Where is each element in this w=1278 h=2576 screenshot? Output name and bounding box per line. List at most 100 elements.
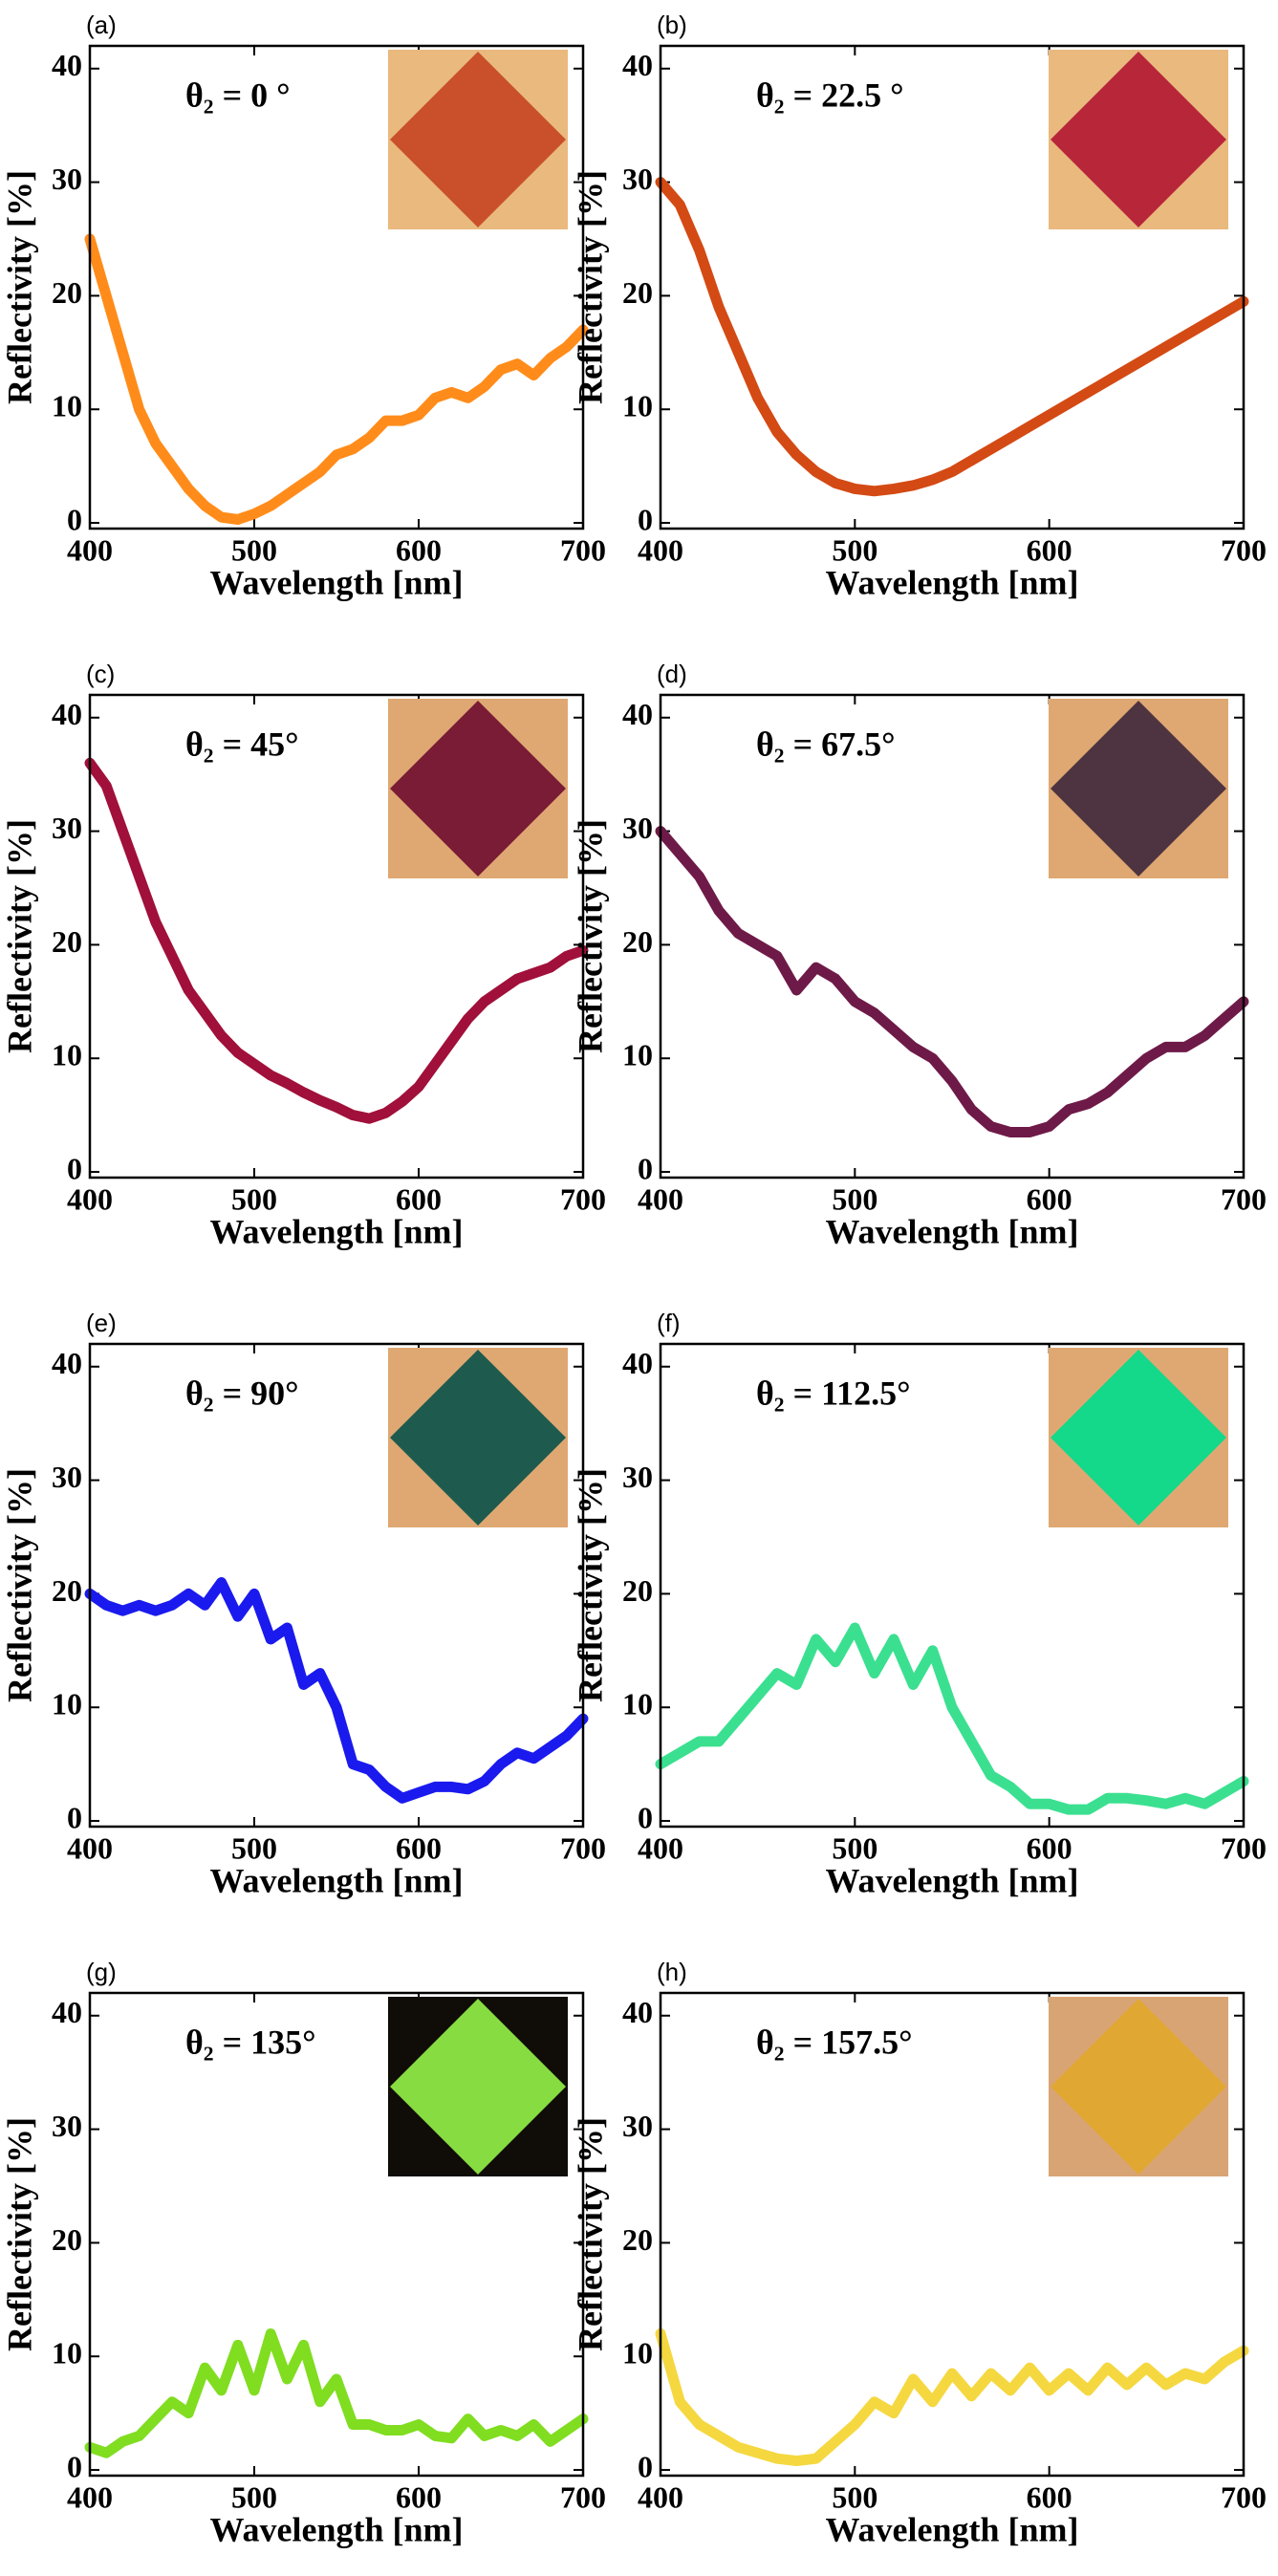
annotation: θ₂ = 45°: [185, 725, 299, 763]
y-tick-label: 40: [622, 1995, 653, 2029]
inset-diamond: [1051, 1999, 1226, 2175]
x-tick-label: 500: [231, 2479, 277, 2514]
inset-diamond: [390, 701, 566, 877]
y-tick-label: 10: [52, 1038, 82, 1072]
x-tick-label: 700: [1221, 2479, 1267, 2514]
plot-frame: [659, 693, 1246, 1180]
x-tick-label: 400: [67, 532, 113, 567]
x-axis-label: Wavelength [nm]: [210, 1212, 464, 1250]
plot-frame: [88, 1342, 585, 1829]
plot-frame: [88, 693, 585, 1180]
x-tick-label: 600: [1027, 1830, 1072, 1865]
data-line: [84, 1577, 589, 1804]
x-tick-label: 400: [67, 1181, 113, 1216]
y-tick-label: 30: [622, 2109, 653, 2143]
plot-frame: [659, 1342, 1246, 1829]
y-axis-label: Reflectivity [%]: [571, 170, 609, 404]
y-tick-label: 30: [52, 811, 82, 845]
y-tick-label: 20: [52, 2222, 82, 2257]
y-tick-label: 40: [52, 1995, 82, 2029]
annotation: θ₂ = 0 °: [185, 76, 291, 114]
annotation: θ₂ = 90°: [185, 1374, 299, 1412]
x-tick-label: 400: [638, 1181, 683, 1216]
y-tick-label: 0: [638, 1800, 653, 1834]
y-tick-label: 10: [622, 1687, 653, 1721]
x-tick-label: 700: [560, 1830, 606, 1865]
x-tick-label: 600: [1027, 2479, 1072, 2514]
x-axis-label: Wavelength [nm]: [826, 1861, 1079, 1899]
x-tick-label: 600: [396, 1181, 442, 1216]
panel-label: (g): [86, 1958, 117, 1986]
x-tick-label: 700: [560, 1181, 606, 1216]
y-axis-label: Reflectivity [%]: [571, 819, 609, 1053]
data-line: [655, 1622, 1249, 1815]
inset-diamond: [1051, 1350, 1226, 1526]
x-tick-label: 400: [638, 1830, 683, 1865]
annotation: θ₂ = 22.5 °: [756, 76, 904, 114]
x-tick-label: 700: [1221, 1181, 1267, 1216]
y-tick-label: 30: [622, 162, 653, 196]
y-tick-label: 10: [52, 389, 82, 423]
plot-frame: [88, 1991, 585, 2478]
y-tick-label: 20: [622, 1573, 653, 1608]
data-line: [84, 233, 589, 525]
x-axis-label: Wavelength [nm]: [826, 1212, 1079, 1250]
x-tick-label: 700: [1221, 532, 1267, 567]
plot-frame: [88, 44, 585, 530]
y-tick-label: 0: [67, 2449, 82, 2483]
inset-diamond: [1051, 701, 1226, 877]
y-tick-label: 40: [622, 1346, 653, 1380]
y-tick-label: 0: [67, 502, 82, 536]
x-axis-label: Wavelength [nm]: [210, 2510, 464, 2548]
y-tick-label: 0: [638, 502, 653, 536]
plot-frame: [659, 44, 1246, 530]
x-tick-label: 700: [560, 2479, 606, 2514]
panel-label: (f): [657, 1309, 681, 1337]
y-tick-label: 30: [52, 2109, 82, 2143]
x-tick-label: 700: [1221, 1830, 1267, 1865]
x-tick-label: 500: [231, 532, 277, 567]
inset-diamond: [390, 52, 566, 227]
y-tick-label: 40: [52, 1346, 82, 1380]
y-tick-label: 30: [52, 1460, 82, 1494]
y-axis-label: Reflectivity [%]: [0, 1468, 38, 1702]
y-axis-label: Reflectivity [%]: [571, 1468, 609, 1702]
y-tick-label: 20: [622, 2222, 653, 2257]
annotation: θ₂ = 112.5°: [756, 1374, 911, 1412]
x-tick-label: 600: [1027, 1181, 1072, 1216]
y-tick-label: 20: [622, 275, 653, 310]
x-tick-label: 500: [832, 1830, 877, 1865]
y-tick-label: 10: [622, 2336, 653, 2370]
y-tick-label: 0: [638, 1151, 653, 1185]
panel-label: (d): [657, 660, 687, 688]
annotation: θ₂ = 157.5°: [756, 2023, 913, 2061]
x-tick-label: 600: [396, 2479, 442, 2514]
y-tick-label: 40: [52, 48, 82, 82]
annotation: θ₂ = 67.5°: [756, 725, 896, 763]
y-tick-label: 20: [52, 275, 82, 310]
x-axis-label: Wavelength [nm]: [826, 563, 1079, 601]
x-tick-label: 400: [67, 2479, 113, 2514]
inset-diamond: [1051, 52, 1226, 227]
x-tick-label: 600: [396, 532, 442, 567]
y-axis-label: Reflectivity [%]: [0, 170, 38, 404]
y-tick-label: 10: [622, 1038, 653, 1072]
y-tick-label: 0: [67, 1151, 82, 1185]
panel-label: (e): [86, 1309, 117, 1337]
x-axis-label: Wavelength [nm]: [210, 563, 464, 601]
x-axis-label: Wavelength [nm]: [210, 1861, 464, 1899]
data-line: [655, 2327, 1249, 2467]
data-line: [655, 826, 1249, 1137]
x-tick-label: 500: [832, 1181, 877, 1216]
y-axis-label: Reflectivity [%]: [571, 2117, 609, 2351]
panel-label: (a): [86, 11, 117, 39]
data-line: [655, 177, 1249, 497]
y-tick-label: 0: [638, 2449, 653, 2483]
data-line: [84, 2327, 589, 2458]
x-tick-label: 500: [231, 1181, 277, 1216]
y-tick-label: 10: [52, 2336, 82, 2370]
panel-label: (h): [657, 1958, 687, 1986]
y-tick-label: 20: [52, 924, 82, 959]
y-tick-label: 20: [52, 1573, 82, 1608]
